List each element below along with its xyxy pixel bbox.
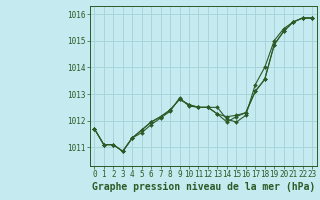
X-axis label: Graphe pression niveau de la mer (hPa): Graphe pression niveau de la mer (hPa) (92, 182, 315, 192)
